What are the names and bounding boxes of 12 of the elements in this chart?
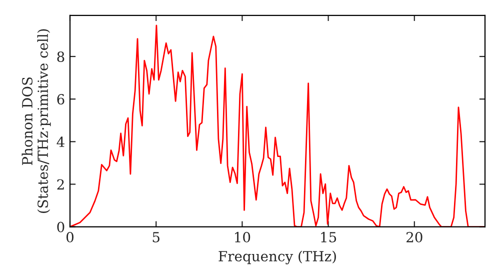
y-tick-label: 4 bbox=[56, 136, 64, 147]
x-axis-title: Frequency (THz) bbox=[218, 250, 336, 264]
y-tick-label: 0 bbox=[57, 222, 64, 232]
x-tick-label: 20 bbox=[406, 232, 422, 242]
x-tick-label: 15 bbox=[321, 232, 336, 242]
x-tick-label: 0 bbox=[66, 232, 74, 242]
y-tick-label: 8 bbox=[57, 51, 64, 62]
y-axis-title: Phonon DOS (States/THz·primitive cell) bbox=[22, 29, 51, 213]
y-tick-label: 6 bbox=[57, 94, 64, 105]
x-tick-label: 5 bbox=[152, 232, 160, 242]
x-tick-label: 10 bbox=[235, 232, 250, 242]
y-tick-label: 2 bbox=[57, 179, 64, 190]
